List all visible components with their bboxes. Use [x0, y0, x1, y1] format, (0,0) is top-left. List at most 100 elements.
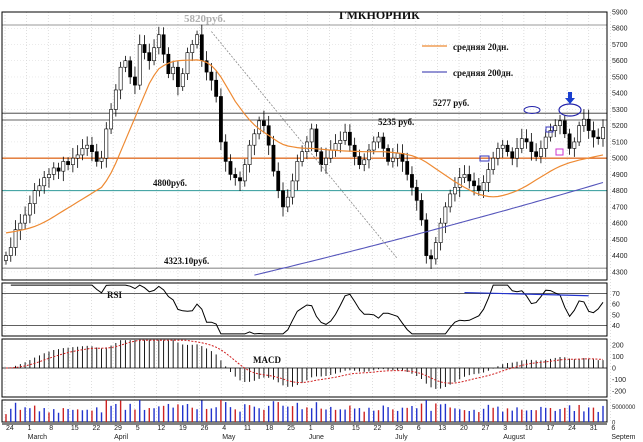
rsi-trend-line: [464, 291, 589, 297]
candle-body: [539, 148, 543, 157]
candle-body: [433, 242, 438, 260]
date-tick-label: 1: [28, 425, 32, 432]
candle-body: [113, 89, 118, 110]
candle-body: [314, 128, 319, 152]
month-label: June: [309, 434, 324, 441]
candle-body: [362, 159, 367, 165]
date-tick-label: 27: [482, 425, 490, 432]
markers: [479, 92, 582, 162]
marker-ellipse-b: [558, 103, 582, 117]
date-tick-label: 17: [547, 425, 555, 432]
candle-body: [262, 120, 266, 126]
candle-body: [472, 180, 476, 187]
date-tick-label: 26: [201, 425, 209, 432]
date-tick-label: 22: [374, 425, 382, 432]
candle-body: [80, 148, 85, 156]
price-tick-label: 5000: [612, 156, 628, 163]
candle-body: [338, 140, 343, 144]
candle-body: [27, 203, 32, 216]
candle-body: [448, 193, 453, 208]
candle-body: [176, 66, 180, 88]
month-label: July: [395, 434, 408, 441]
date-tick-label: 15: [71, 425, 79, 432]
candle-body: [596, 136, 601, 139]
date-tick-label: 5: [136, 425, 140, 432]
candle-body: [581, 118, 586, 126]
candle-body: [562, 120, 567, 135]
candle-body: [324, 157, 328, 165]
candle-body: [510, 151, 515, 159]
candle-body: [543, 136, 548, 149]
candle-body: [395, 153, 400, 159]
date-tick-label: 24: [568, 425, 576, 432]
date-tick-label: 6: [611, 425, 615, 432]
candle-body: [367, 149, 371, 161]
candle-body: [381, 136, 386, 149]
candle-body: [295, 161, 300, 182]
date-tick-label: 10: [525, 425, 533, 432]
candle-body: [491, 157, 496, 170]
marker-ellipse-a: [523, 106, 541, 114]
price-tick-label: 5500: [612, 74, 628, 81]
candle-body: [271, 144, 276, 172]
candle-body: [601, 127, 605, 139]
candle-body: [171, 66, 176, 75]
marker-box-blue: [545, 126, 554, 133]
candle-body: [137, 44, 142, 86]
candle-body: [343, 131, 347, 141]
marker-box-blue-b: [479, 155, 490, 162]
candle-body: [94, 151, 99, 162]
legend-label-sma20: средняя 20дн.: [453, 42, 509, 52]
annotation-support-b: 4323.10руб.: [164, 256, 209, 266]
macd-tick-label: 0: [612, 366, 616, 373]
candle-body: [400, 153, 405, 162]
annotation-high: 5820руб.: [184, 13, 226, 25]
candle-body: [410, 174, 414, 188]
candle-body: [228, 161, 233, 175]
candle-body: [486, 169, 491, 183]
annotation-resistance-b: 5235 руб.: [378, 117, 414, 127]
candle-body: [204, 60, 209, 73]
indicator-series: [5, 284, 604, 422]
price-tick-labels: 4300440045004600470048004900500051005200…: [612, 10, 636, 427]
candle-body: [467, 174, 472, 182]
candle-body: [161, 34, 166, 55]
candle-body: [328, 149, 333, 159]
candle-body: [424, 219, 429, 256]
candle-body: [56, 167, 61, 172]
candle-body: [209, 71, 214, 81]
price-tick-label: 4900: [612, 172, 628, 179]
date-tick-label: 4: [222, 425, 226, 432]
price-tick-label: 5300: [612, 107, 628, 114]
price-tick-label: 4600: [612, 221, 628, 228]
candle-body: [347, 131, 352, 146]
candle-body: [104, 128, 109, 159]
candle-body: [290, 180, 295, 198]
rsi-tick-label: 40: [612, 323, 620, 330]
candle-body: [309, 128, 314, 143]
rsi-tick-label: 60: [612, 302, 620, 309]
candle-body: [118, 66, 123, 91]
candle-body: [18, 222, 23, 230]
date-tick-labels: 24 1 8 15 22 29 5 12 19 26 4 11 18 25 1 8 15 22 29 6 13 20 27 3…: [6, 425, 636, 441]
macd-tick-label: 100: [612, 354, 624, 361]
price-tick-label: 4300: [612, 269, 628, 276]
date-tick-label: 24: [6, 425, 14, 432]
candle-body: [281, 190, 285, 208]
macd-tick-label: 200: [612, 342, 624, 349]
date-tick-label: 11: [244, 425, 251, 432]
candle-body: [453, 187, 457, 195]
price-tick-label: 5900: [612, 10, 628, 17]
candle-body: [195, 34, 199, 45]
candle-body: [429, 255, 433, 260]
price-tick-label: 5700: [612, 42, 628, 49]
price-tick-label: 4400: [612, 253, 628, 260]
candle-body: [247, 144, 252, 165]
candle-body: [462, 174, 467, 178]
candle-body: [66, 161, 70, 165]
candle-body: [61, 161, 66, 172]
candle-body: [75, 154, 80, 159]
candle-body: [529, 141, 534, 152]
date-tick-label: 13: [438, 425, 446, 432]
candle-body: [252, 133, 257, 146]
